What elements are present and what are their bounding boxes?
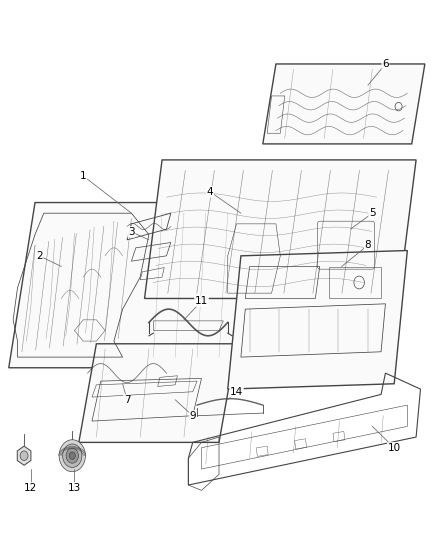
Polygon shape bbox=[79, 344, 237, 442]
Polygon shape bbox=[228, 251, 407, 389]
Text: 1: 1 bbox=[80, 171, 87, 181]
Text: 14: 14 bbox=[230, 387, 243, 397]
Circle shape bbox=[69, 452, 75, 459]
Circle shape bbox=[63, 444, 82, 467]
Circle shape bbox=[20, 451, 28, 461]
Text: 11: 11 bbox=[195, 296, 208, 306]
Text: 8: 8 bbox=[364, 240, 371, 250]
Polygon shape bbox=[9, 203, 280, 368]
Text: 6: 6 bbox=[382, 59, 389, 69]
Bar bbox=[333, 431, 345, 442]
Bar bbox=[295, 439, 307, 449]
Text: 4: 4 bbox=[207, 187, 214, 197]
Text: 7: 7 bbox=[124, 395, 131, 405]
Text: 13: 13 bbox=[68, 483, 81, 492]
Polygon shape bbox=[17, 446, 31, 465]
Polygon shape bbox=[263, 64, 425, 144]
Circle shape bbox=[59, 440, 85, 472]
Text: 2: 2 bbox=[36, 251, 43, 261]
Text: 9: 9 bbox=[189, 411, 196, 421]
Bar bbox=[256, 446, 268, 456]
Text: 3: 3 bbox=[128, 227, 135, 237]
Text: 12: 12 bbox=[24, 483, 37, 492]
Polygon shape bbox=[145, 160, 416, 298]
Text: 10: 10 bbox=[388, 443, 401, 453]
Circle shape bbox=[66, 448, 78, 463]
Text: 5: 5 bbox=[369, 208, 376, 218]
